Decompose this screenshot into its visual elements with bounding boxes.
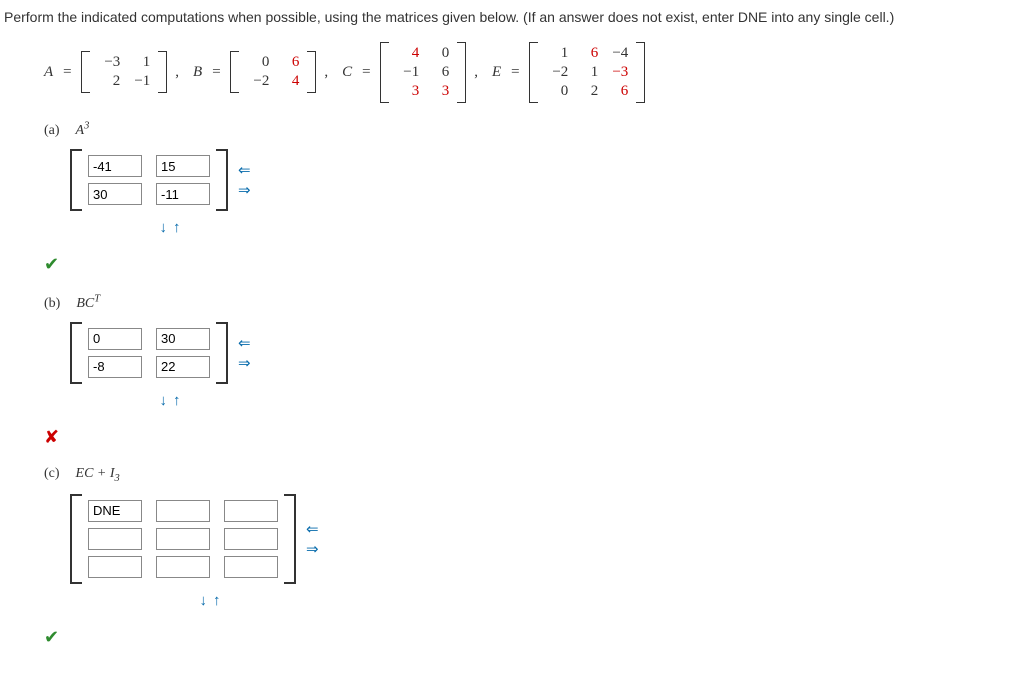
remove-row-icon[interactable]: ⇐ bbox=[306, 520, 319, 538]
part-letter: (a) bbox=[44, 123, 60, 138]
answer-cell[interactable] bbox=[88, 183, 142, 205]
answer-cell[interactable] bbox=[156, 556, 210, 578]
add-col-icon[interactable]: ↑ bbox=[173, 392, 181, 409]
part-expression: A3 bbox=[76, 123, 90, 138]
row-arrows: ⇐⇒ bbox=[238, 161, 251, 199]
matrix: 16−4−21−3026 bbox=[529, 42, 645, 103]
answer-cell[interactable] bbox=[156, 356, 210, 378]
incorrect-icon: ✘ bbox=[44, 427, 1011, 448]
answer-cell[interactable] bbox=[156, 155, 210, 177]
remove-row-icon[interactable]: ⇐ bbox=[238, 334, 251, 352]
remove-row-icon[interactable]: ⇐ bbox=[238, 161, 251, 179]
remove-col-icon[interactable]: ↓ bbox=[160, 392, 168, 409]
answer-cell[interactable] bbox=[88, 356, 142, 378]
answer-cell[interactable] bbox=[156, 528, 210, 550]
row-arrows: ⇐⇒ bbox=[238, 334, 251, 372]
answer-cell[interactable] bbox=[224, 528, 278, 550]
answer-cell[interactable] bbox=[156, 500, 210, 522]
part-letter: (c) bbox=[44, 466, 60, 481]
answer-matrix bbox=[70, 322, 228, 384]
part-c: (c)EC + I3⇐⇒↓↑ bbox=[44, 466, 1011, 609]
answer-cell[interactable] bbox=[224, 500, 278, 522]
answer-matrix bbox=[70, 149, 228, 211]
answer-matrix bbox=[70, 494, 296, 584]
part-b: (b)BCT⇐⇒↓↑ bbox=[44, 293, 1011, 409]
add-row-icon[interactable]: ⇒ bbox=[306, 540, 319, 558]
matrix: 40−1633 bbox=[380, 42, 466, 103]
matrix: 06−24 bbox=[230, 51, 316, 93]
row-arrows: ⇐⇒ bbox=[306, 520, 319, 558]
answer-cell[interactable] bbox=[156, 183, 210, 205]
add-col-icon[interactable]: ↑ bbox=[213, 592, 221, 609]
correct-icon: ✔ bbox=[44, 627, 1011, 648]
add-col-icon[interactable]: ↑ bbox=[173, 219, 181, 236]
correct-icon: ✔ bbox=[44, 254, 1011, 275]
part-expression: BCT bbox=[76, 296, 100, 311]
matrix: −312−1 bbox=[81, 51, 167, 93]
answer-cell[interactable] bbox=[88, 556, 142, 578]
answer-cell[interactable] bbox=[88, 500, 142, 522]
part-expression: EC + I3 bbox=[76, 466, 120, 481]
col-arrows: ↓↑ bbox=[70, 219, 270, 236]
remove-col-icon[interactable]: ↓ bbox=[200, 592, 208, 609]
add-row-icon[interactable]: ⇒ bbox=[238, 354, 251, 372]
col-arrows: ↓↑ bbox=[70, 592, 350, 609]
col-arrows: ↓↑ bbox=[70, 392, 270, 409]
part-letter: (b) bbox=[44, 296, 60, 311]
answer-cell[interactable] bbox=[88, 155, 142, 177]
answer-cell[interactable] bbox=[88, 328, 142, 350]
part-a: (a)A3⇐⇒↓↑ bbox=[44, 121, 1011, 237]
given-matrices: A=−312−1,B=06−24,C=40−1633,E=16−4−21−302… bbox=[44, 42, 1011, 103]
answer-cell[interactable] bbox=[88, 528, 142, 550]
add-row-icon[interactable]: ⇒ bbox=[238, 181, 251, 199]
answer-cell[interactable] bbox=[156, 328, 210, 350]
instruction-text: Perform the indicated computations when … bbox=[4, 8, 1011, 28]
answer-cell[interactable] bbox=[224, 556, 278, 578]
remove-col-icon[interactable]: ↓ bbox=[160, 219, 168, 236]
